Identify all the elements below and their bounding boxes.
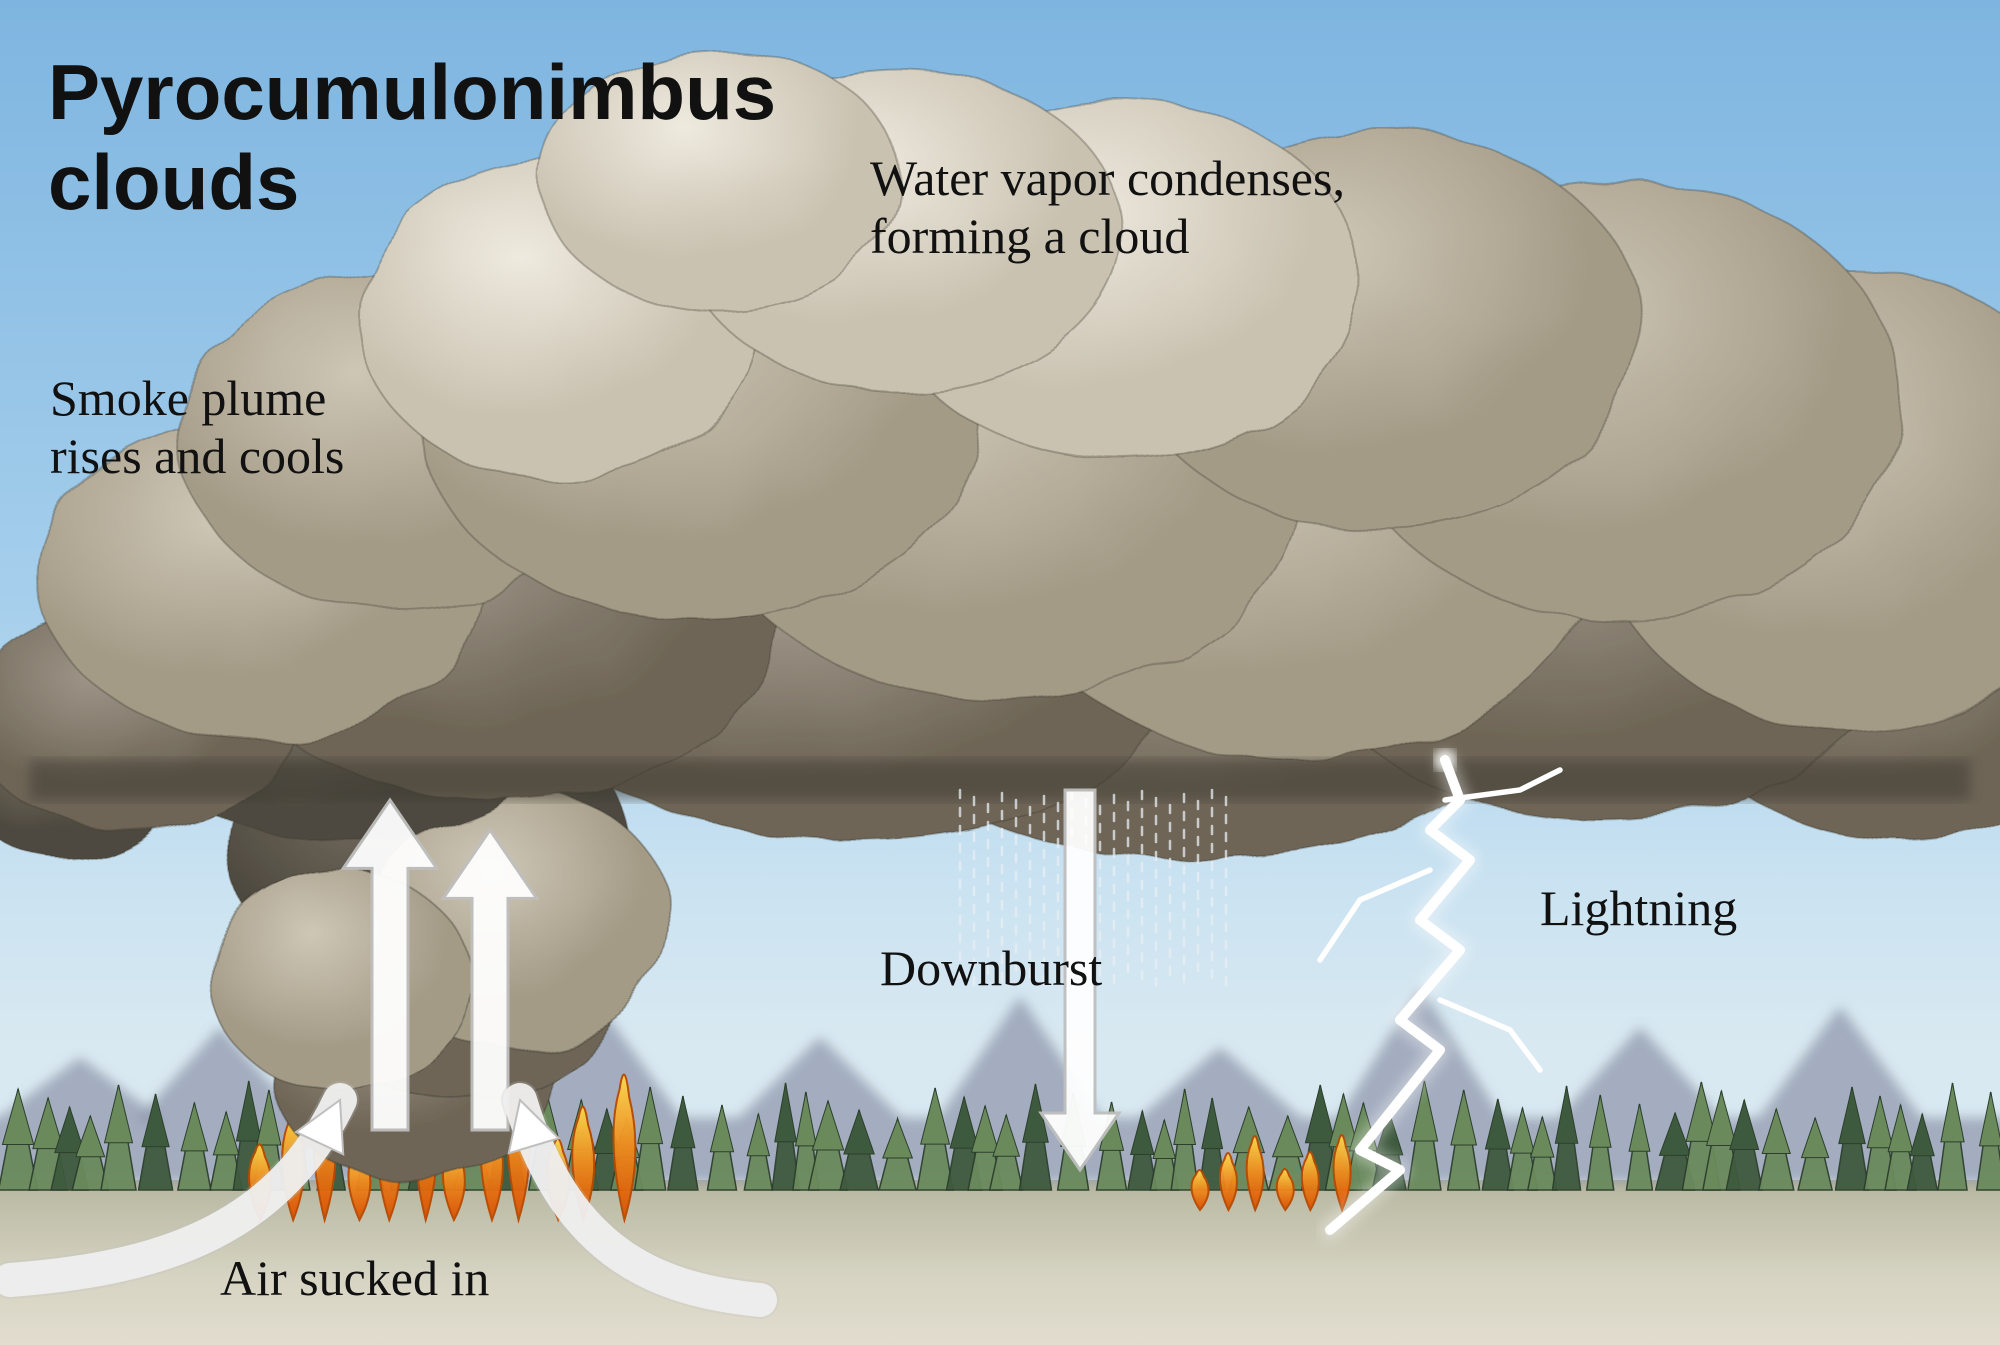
diagram-canvas: Pyrocumulonimbus clouds Smoke plume rise… [0, 0, 2000, 1345]
smoke-label: Smoke plume rises and cools [50, 370, 344, 485]
downburst-label: Downburst [880, 940, 1102, 998]
title-label: Pyrocumulonimbus clouds [48, 48, 776, 227]
vapor-label: Water vapor condenses, forming a cloud [870, 150, 1345, 265]
air-label: Air sucked in [220, 1250, 489, 1308]
lightning-label: Lightning [1540, 880, 1737, 938]
